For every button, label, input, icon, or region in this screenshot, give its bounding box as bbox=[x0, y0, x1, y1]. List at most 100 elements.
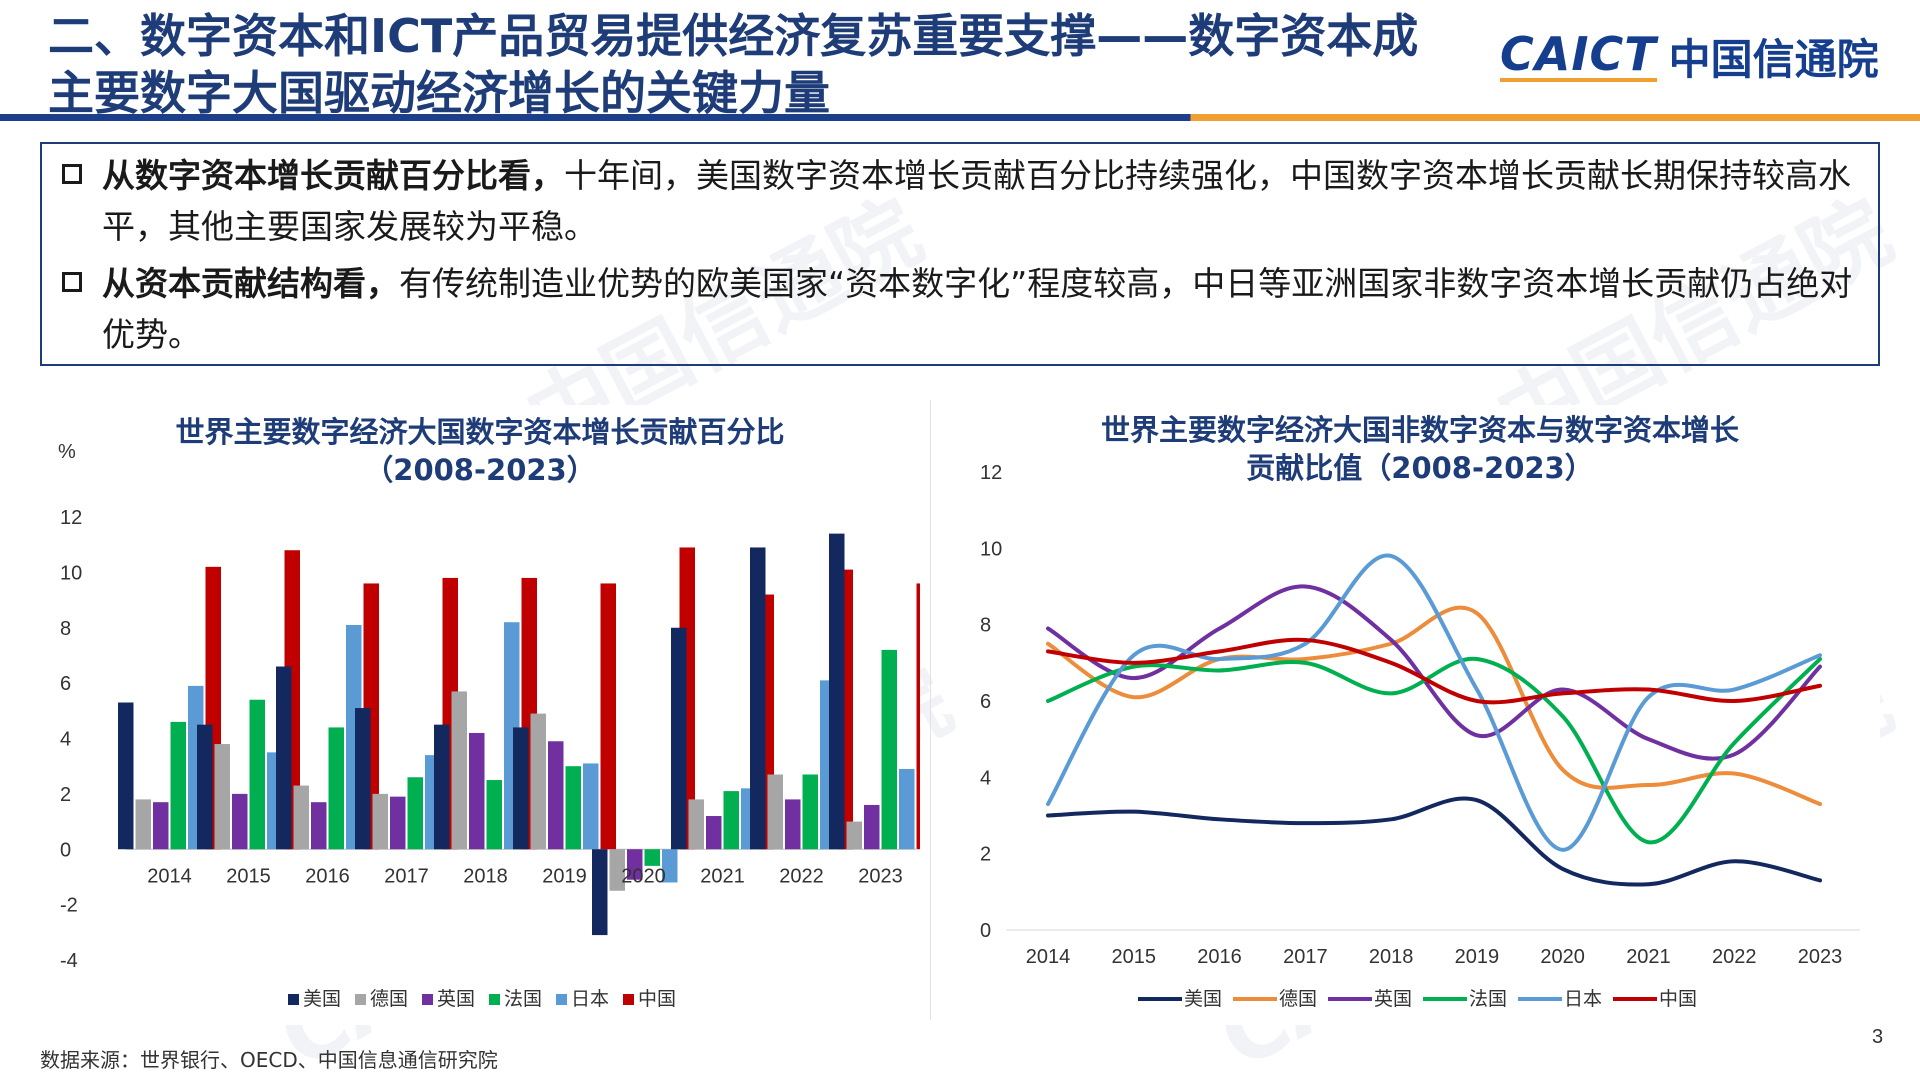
summary-bullet-1-text: 十年间，美国数字资本增长贡献百分比持续强化，中国数字资本增长贡献长期保持较高水平… bbox=[102, 156, 1851, 246]
y-tick-label: 10 bbox=[980, 538, 1002, 560]
legend-label: 英国 bbox=[1374, 988, 1412, 1010]
y-tick-label: 4 bbox=[60, 729, 71, 751]
page-title-line2: 主要数字大国驱动经济增长的关键力量 bbox=[48, 66, 830, 120]
series-line bbox=[1046, 553, 1822, 852]
x-tick-label: 2016 bbox=[305, 865, 350, 887]
y-tick-label: 4 bbox=[980, 767, 991, 789]
line-chart-panel: 世界主要数字经济大国非数字资本与数字资本增长 贡献比值（2008-2023） 0… bbox=[960, 405, 1880, 1025]
x-tick-label: 2022 bbox=[1712, 946, 1757, 968]
page-title-line1: 二、数字资本和ICT产品贸易提供经济复苏重要支撑——数字资本成 bbox=[48, 9, 1419, 63]
y-tick-label: 6 bbox=[980, 691, 991, 713]
bar bbox=[671, 627, 687, 850]
y-tick-label: 2 bbox=[980, 844, 991, 866]
series-line bbox=[1046, 796, 1822, 887]
x-tick-label: 2020 bbox=[621, 865, 666, 887]
bar bbox=[311, 802, 327, 850]
y-tick-label: -4 bbox=[60, 950, 78, 972]
summary-bullet-2: 从资本贡献结构看，有传统制造业优势的欧美国家“资本数字化”程度较高，中日等亚洲国… bbox=[58, 258, 1868, 360]
bar bbox=[723, 791, 739, 850]
bar bbox=[153, 802, 169, 850]
y-tick-label: 2 bbox=[60, 784, 71, 806]
bar bbox=[390, 796, 406, 850]
line-chart-svg: 0 2 4 6 8 10 12 2014 2015 2016 2017 2018 2019 2020 202… bbox=[980, 462, 1860, 1010]
chart-divider bbox=[930, 400, 931, 1020]
y-tick-label: 8 bbox=[60, 618, 71, 640]
x-tick-label: 2022 bbox=[779, 865, 824, 887]
checkbox-bullet-icon bbox=[62, 164, 82, 184]
bar-chart-title-line1: 世界主要数字经济大国数字资本增长贡献百分比 bbox=[175, 415, 785, 449]
x-tick-label: 2014 bbox=[147, 865, 192, 887]
line-chart-title-line1: 世界主要数字经济大国非数字资本与数字资本增长 bbox=[1100, 413, 1739, 447]
x-tick-label: 2021 bbox=[1626, 946, 1671, 968]
bar bbox=[916, 583, 920, 850]
bar-chart-unit: % bbox=[58, 441, 76, 463]
x-tick-label: 2018 bbox=[463, 865, 508, 887]
legend-label: 英国 bbox=[437, 988, 475, 1010]
bar bbox=[767, 774, 783, 850]
legend-label: 中国 bbox=[1659, 988, 1697, 1010]
bar-chart-title: 世界主要数字经济大国数字资本增长贡献百分比 （2008-2023） bbox=[40, 413, 920, 489]
bar bbox=[592, 849, 608, 936]
bar-chart-panel: 世界主要数字经济大国数字资本增长贡献百分比 （2008-2023） % -4 -2… bbox=[40, 405, 920, 1025]
y-tick-label: -2 bbox=[60, 895, 78, 917]
bar bbox=[864, 804, 880, 850]
legend-swatch bbox=[422, 994, 433, 1005]
logo-en-text: CAICT bbox=[1500, 27, 1657, 82]
y-tick-label: 12 bbox=[980, 462, 1002, 484]
bar bbox=[600, 583, 616, 850]
legend-label: 中国 bbox=[638, 988, 676, 1010]
legend-swatch bbox=[355, 994, 366, 1005]
x-tick-label: 2019 bbox=[542, 865, 587, 887]
bar bbox=[197, 724, 213, 850]
bar bbox=[486, 780, 502, 850]
bar bbox=[469, 732, 485, 850]
y-tick-label: 12 bbox=[60, 507, 82, 529]
legend-label: 德国 bbox=[1279, 988, 1317, 1010]
bar bbox=[355, 708, 371, 850]
bar bbox=[785, 799, 801, 850]
legend-swatch bbox=[556, 994, 567, 1005]
bar bbox=[407, 777, 423, 850]
caict-logo: CAICT 中国信通院 bbox=[1500, 26, 1879, 86]
bar bbox=[328, 727, 344, 850]
bar bbox=[451, 691, 467, 850]
legend-swatch bbox=[288, 994, 299, 1005]
bar bbox=[644, 849, 660, 866]
bar bbox=[662, 849, 678, 883]
bar bbox=[802, 774, 818, 850]
series-line bbox=[1046, 656, 1822, 845]
bar bbox=[135, 799, 151, 850]
x-tick-label: 2015 bbox=[226, 865, 271, 887]
bar bbox=[249, 699, 265, 850]
summary-bullet-1-lead: 从数字资本增长贡献百分比看， bbox=[102, 156, 564, 195]
line-chart-title-line2: 贡献比值（2008-2023） bbox=[1246, 451, 1594, 485]
bar bbox=[609, 849, 625, 891]
bar-chart-svg: -4 -2 0 2 4 6 8 10 12 2014 2015 2016 2017 2018 2019 202… bbox=[60, 507, 920, 1010]
y-tick-label: 8 bbox=[980, 615, 991, 637]
bar-chart-title-line2: （2008-2023） bbox=[364, 453, 596, 487]
bar bbox=[530, 713, 546, 850]
summary-bullet-2-lead: 从资本贡献结构看， bbox=[102, 264, 399, 303]
legend-label: 法国 bbox=[504, 988, 542, 1010]
bar bbox=[750, 547, 766, 850]
summary-bullet-1: 从数字资本增长贡献百分比看，十年间，美国数字资本增长贡献百分比持续强化，中国数字… bbox=[58, 150, 1868, 252]
x-tick-label: 2015 bbox=[1112, 946, 1157, 968]
bar bbox=[214, 744, 230, 850]
x-tick-label: 2017 bbox=[1283, 946, 1328, 968]
bar bbox=[846, 821, 862, 850]
bar bbox=[118, 702, 134, 850]
bar bbox=[372, 793, 388, 850]
series-line bbox=[1046, 605, 1822, 807]
legend-label: 美国 bbox=[303, 988, 341, 1010]
bar bbox=[627, 849, 643, 880]
x-tick-label: 2017 bbox=[384, 865, 429, 887]
logo-cn-text: 中国信通院 bbox=[1668, 34, 1879, 84]
x-tick-label: 2021 bbox=[700, 865, 745, 887]
bar bbox=[583, 763, 599, 850]
bar bbox=[232, 793, 248, 850]
legend-swatch bbox=[489, 994, 500, 1005]
bar bbox=[548, 741, 564, 850]
x-tick-label: 2014 bbox=[1026, 946, 1071, 968]
bar bbox=[276, 666, 292, 850]
bar bbox=[688, 799, 704, 850]
